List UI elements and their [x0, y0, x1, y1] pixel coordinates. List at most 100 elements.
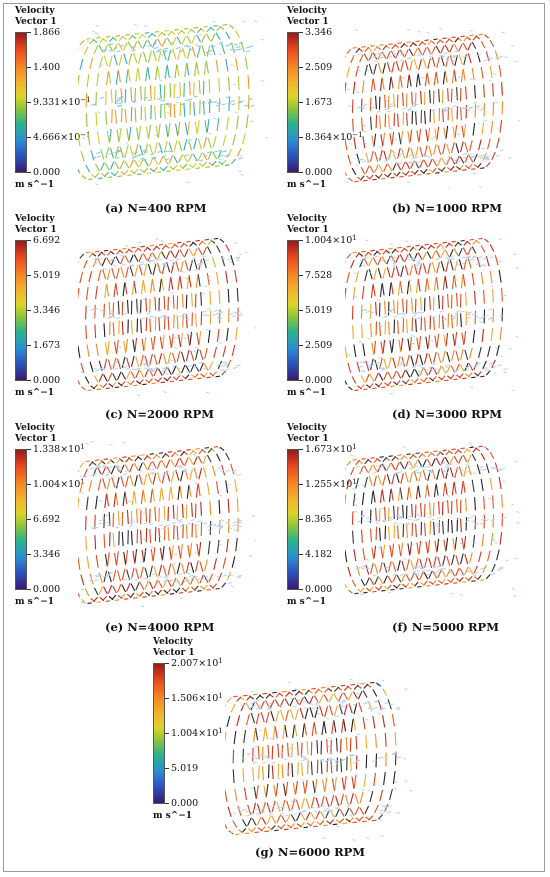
velocity-arrow	[132, 41, 138, 50]
axial-vector	[375, 464, 380, 467]
velocity-arrow	[86, 74, 90, 88]
axial-vector	[261, 761, 267, 764]
speck-vector	[228, 95, 232, 98]
speck-vector	[502, 480, 506, 482]
velocity-arrow	[455, 555, 460, 566]
velocity-arrow	[158, 243, 164, 246]
velocity-arrow	[180, 332, 183, 346]
velocity-arrow	[148, 143, 154, 155]
velocity-arrow	[351, 376, 357, 384]
tick-label: 1.673×101	[305, 443, 357, 455]
velocity-arrow	[130, 371, 136, 379]
axial-vector	[387, 310, 393, 313]
velocity-arrow	[316, 739, 319, 754]
velocity-arrow	[108, 36, 114, 43]
velocity-arrow	[501, 494, 503, 508]
axial-vector	[496, 57, 501, 59]
velocity-arrow	[352, 691, 358, 699]
legend-title: Velocity Vector 1	[287, 214, 329, 235]
speck-vector	[379, 708, 383, 711]
velocity-arrow	[460, 141, 464, 153]
velocity-arrow	[340, 793, 345, 805]
velocity-arrow	[186, 485, 190, 499]
axial-vector	[411, 258, 416, 261]
speck-vector	[213, 117, 217, 120]
velocity-arrow	[392, 370, 397, 380]
axial-vector	[360, 565, 366, 568]
vector-ring	[114, 33, 162, 176]
velocity-arrow	[165, 124, 169, 138]
vector-ring	[351, 457, 396, 593]
vector-ring	[441, 35, 486, 171]
speck-vector	[220, 519, 225, 522]
velocity-arrow	[297, 761, 299, 776]
speck-vector	[485, 155, 490, 158]
velocity-arrow	[147, 461, 152, 471]
axial-vector	[244, 104, 249, 107]
speck-vector	[393, 787, 397, 790]
velocity-arrow	[377, 474, 382, 485]
velocity-arrow	[103, 513, 105, 529]
axial-vector	[380, 756, 386, 759]
axial-vector	[237, 101, 242, 104]
velocity-arrow	[137, 67, 141, 81]
velocity-arrow	[89, 38, 95, 45]
velocity-arrow	[456, 87, 458, 101]
velocity-arrow	[170, 262, 175, 274]
axial-vector	[216, 312, 221, 315]
velocity-arrow	[131, 282, 135, 296]
axial-vector	[163, 576, 168, 579]
velocity-arrow	[188, 456, 194, 465]
velocity-arrow	[463, 124, 467, 137]
velocity-arrow	[361, 324, 363, 339]
speck-vector	[168, 282, 172, 284]
velocity-arrow	[354, 793, 359, 805]
velocity-arrow	[478, 551, 482, 563]
axial-vector	[467, 107, 472, 110]
axial-vector	[201, 102, 206, 104]
velocity-arrow	[346, 253, 352, 259]
axial-vector	[445, 59, 450, 62]
axial-vector	[474, 315, 479, 318]
velocity-arrow	[442, 483, 446, 497]
velocity-arrow	[184, 259, 189, 271]
axial-vector	[153, 262, 159, 265]
velocity-arrow	[351, 579, 357, 588]
tick-mark	[299, 67, 303, 68]
axial-vector	[197, 263, 202, 265]
velocity-arrow	[355, 477, 359, 489]
velocity-arrow	[429, 295, 431, 310]
velocity-arrow	[195, 313, 197, 328]
velocity-arrow	[215, 165, 220, 167]
axial-vector	[321, 805, 326, 808]
vector-ring	[450, 238, 495, 379]
speck-vector	[354, 511, 359, 513]
velocity-arrow	[226, 697, 232, 703]
velocity-arrow	[402, 298, 404, 313]
velocity-arrow	[216, 539, 220, 554]
tick-label: 0.000	[33, 375, 61, 386]
velocity-arrow	[433, 351, 437, 363]
tick-mark	[27, 172, 31, 173]
speck-vector	[81, 137, 86, 140]
velocity-arrow	[129, 474, 134, 486]
speck-vector	[205, 328, 209, 331]
axial-vector	[361, 107, 366, 110]
axial-vector	[414, 264, 419, 267]
velocity-arrow	[173, 139, 178, 152]
velocity-arrow	[206, 26, 212, 33]
velocity-arrow	[95, 112, 98, 126]
axial-vector	[221, 103, 226, 106]
tick-exponent: 1	[352, 234, 357, 242]
axial-vector	[374, 255, 379, 258]
velocity-arrow	[150, 489, 153, 503]
speck-vector	[251, 515, 256, 518]
velocity-arrow	[107, 340, 110, 354]
velocity-arrow	[158, 368, 163, 376]
velocity-arrow	[136, 592, 141, 598]
velocity-arrow	[176, 350, 181, 362]
velocity-arrow	[362, 717, 366, 730]
velocity-arrow	[218, 78, 221, 92]
speck-vector	[245, 704, 249, 706]
speck-vector	[150, 546, 154, 548]
